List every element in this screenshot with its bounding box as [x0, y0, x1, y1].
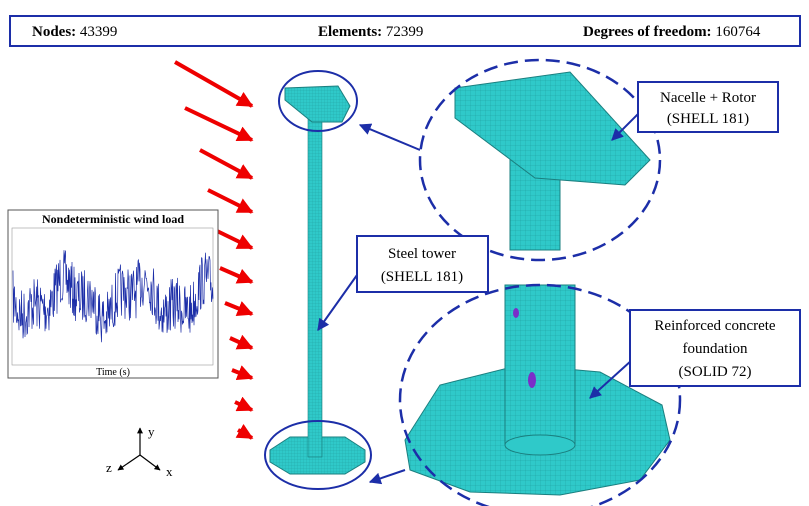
dof-value: 160764	[715, 24, 761, 40]
dof-label: Degrees of freedom:	[583, 24, 712, 40]
nodes-label: Nodes:	[32, 24, 76, 40]
axis-z: z	[106, 460, 112, 475]
nacelle	[285, 86, 350, 122]
elements-value: 72399	[386, 24, 424, 40]
callout-tower: Steel tower (SHELL 181)	[357, 236, 488, 292]
elements-label: Elements:	[318, 24, 382, 40]
mark	[528, 372, 536, 388]
axis-y: y	[148, 424, 155, 439]
zoom-tower-foot	[505, 435, 575, 455]
dof: Degrees of freedom: 160764	[583, 24, 761, 40]
callout-line: (SOLID 72)	[679, 364, 752, 380]
turbine-model	[265, 71, 371, 489]
tower-shaft	[308, 112, 322, 457]
wind-inset: Nondeterministic wind load Time (s)	[8, 210, 218, 378]
nodes-value: 43399	[80, 24, 118, 40]
inset-xlabel: Time (s)	[96, 367, 130, 378]
callout-line: (SHELL 181)	[381, 269, 463, 285]
callout-line: Nacelle + Rotor	[660, 90, 756, 106]
callout-line: foundation	[683, 341, 748, 357]
zoom-nacelle-shape	[455, 72, 650, 185]
nodes: Nodes: 43399	[32, 24, 117, 40]
callout-foundation: Reinforced concrete foundation (SOLID 72…	[630, 310, 800, 386]
figure: Nodes: 43399 Elements: 72399 Degrees of …	[0, 0, 809, 506]
callout-line: Reinforced concrete	[654, 318, 776, 334]
axis-x: x	[166, 464, 173, 479]
header: Nodes: 43399 Elements: 72399 Degrees of …	[10, 16, 800, 46]
inset-title: Nondeterministic wind load	[42, 212, 184, 226]
zoom-nacelle	[420, 60, 660, 260]
callout-line: (SHELL 181)	[667, 111, 749, 127]
elements: Elements: 72399	[318, 24, 423, 40]
mark	[513, 308, 519, 318]
callout-nacelle: Nacelle + Rotor (SHELL 181)	[638, 82, 778, 132]
callout-line: Steel tower	[388, 246, 456, 262]
